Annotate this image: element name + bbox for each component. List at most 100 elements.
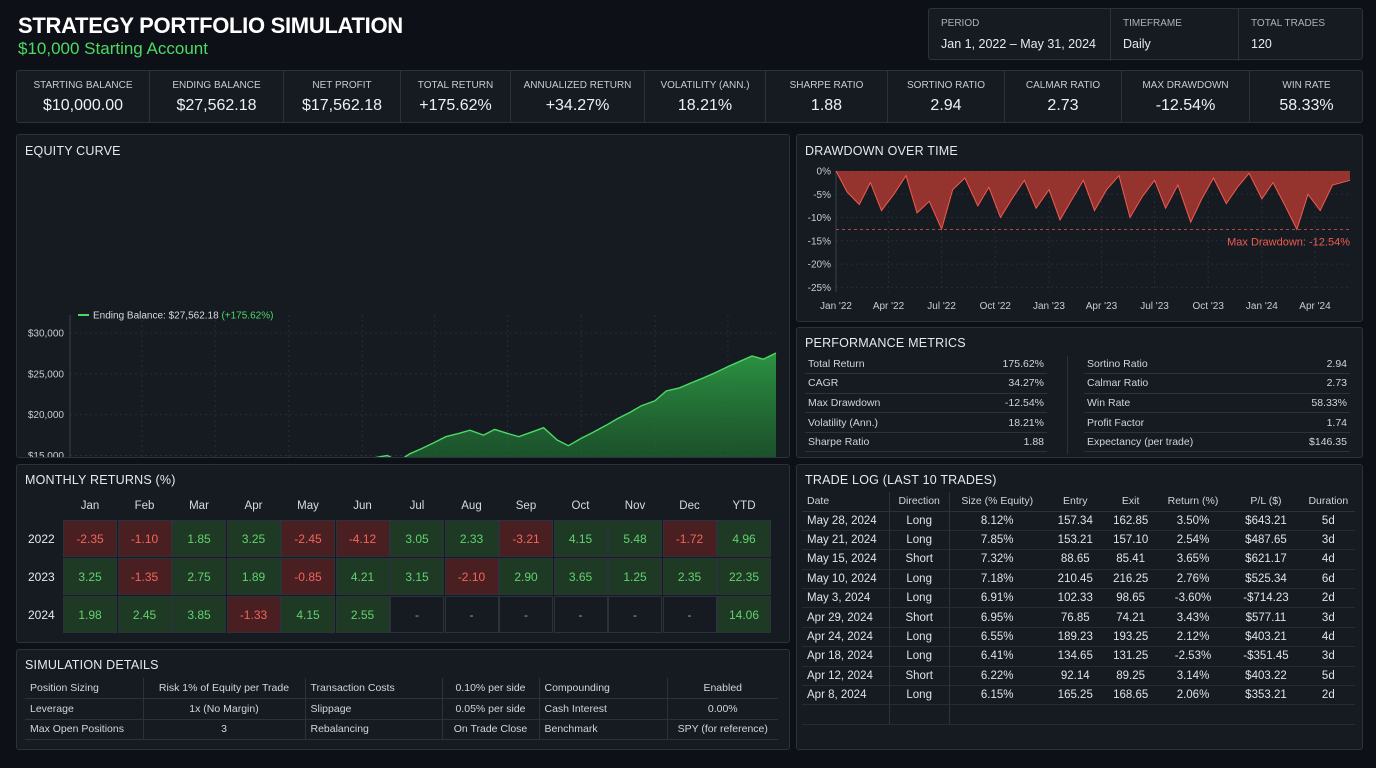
metric-row: Sharpe Ratio 1.88: [805, 432, 1047, 453]
month-header: May: [297, 500, 319, 512]
trade-date: May 28, 2024: [802, 511, 890, 531]
trade-row: Apr 29, 2024 Short 6.95% 76.85 74.21 3.43% $57…: [802, 607, 1355, 628]
year-label: 2024: [28, 608, 55, 622]
metric-label: Max Drawdown: [805, 393, 956, 414]
trade-return: 2.54%: [1155, 530, 1231, 551]
trade-direction: Long: [889, 511, 950, 531]
year-label: 2022: [28, 532, 55, 546]
monthly-return-cell: 3.05: [390, 520, 444, 557]
kpi-card: WIN RATE 58.33%: [1249, 71, 1363, 122]
y-tick-label: $15,000: [28, 451, 65, 457]
column-header: Duration: [1301, 492, 1355, 512]
month-header: Nov: [624, 500, 646, 512]
metric-value: 58.33%: [1275, 393, 1350, 414]
column-header: Return (%): [1155, 492, 1231, 512]
trade-direction: Long: [889, 569, 950, 590]
trade-entry: 134.65: [1044, 646, 1106, 667]
legend-label: Ending Balance: $27,562.18 (+175.62%): [93, 311, 273, 322]
trade-entry: 153.21: [1044, 530, 1106, 551]
setting-value: Enabled: [667, 678, 778, 699]
trade-date: May 21, 2024: [802, 530, 890, 551]
y-tick-label: -10%: [808, 213, 831, 224]
trade-pl: $643.21: [1230, 511, 1302, 531]
legend-pct: (+175.62%): [221, 311, 273, 322]
empty-cell: [1230, 704, 1302, 725]
trade-header-row: Date Direction Size (% Equity) Entry Exit Ret…: [802, 492, 1355, 512]
empty-cell: [1155, 704, 1231, 725]
trade-entry: 189.23: [1044, 627, 1106, 648]
setting-label: Compounding: [539, 678, 668, 699]
column-header: Date: [802, 492, 890, 512]
trade-return: 3.43%: [1155, 607, 1231, 628]
trade-pl: $403.21: [1230, 627, 1302, 648]
kpi-value: $27,562.18: [176, 97, 257, 114]
trade-size: 6.15%: [949, 685, 1045, 706]
kpi-card: STARTING BALANCE $10,000.00: [17, 71, 149, 122]
trade-row: May 10, 2024 Long 7.18% 210.45 216.25 2.76% $5…: [802, 569, 1355, 590]
equity-curve-chart: $30,000$25,000$20,000$15,000$10,000$5,00…: [28, 311, 777, 457]
month-header: Feb: [134, 500, 155, 512]
monthly-return-cell: -3.21: [499, 520, 553, 557]
monthly-return-cell: -2.10: [444, 558, 499, 595]
trade-duration: 4d: [1301, 549, 1355, 570]
monthly-return-cell: 2.90: [499, 558, 553, 595]
y-tick-label: 0%: [817, 167, 832, 178]
trade-duration: 6d: [1301, 569, 1355, 590]
trade-log-table: Date Direction Size (% Equity) Entry Exit Ret…: [802, 492, 1355, 725]
trade-direction: Long: [889, 627, 950, 648]
kpi-value: -12.54%: [1155, 97, 1216, 114]
trade-duration: 2d: [1301, 588, 1355, 609]
kpi-label: VOLATILITY (ANN.): [660, 80, 750, 91]
kpi-label: ANNUALIZED RETURN: [523, 80, 632, 91]
trade-pl: $487.65: [1230, 530, 1302, 551]
month-header: Jun: [353, 500, 372, 512]
trade-exit: 157.10: [1105, 530, 1156, 551]
monthly-return-cell: 3.15: [390, 558, 444, 595]
trade-entry: 165.25: [1044, 685, 1106, 706]
metric-value: 2.94: [1275, 354, 1350, 375]
metric-label: Volatility (Ann.): [805, 412, 956, 433]
trade-exit: 193.25: [1105, 627, 1156, 648]
monthly-return-cell: 2.45: [117, 596, 172, 633]
trade-exit: 74.21: [1105, 607, 1156, 628]
kpi-card: NET PROFIT $17,562.18: [283, 71, 400, 122]
kpi-card: ENDING BALANCE $27,562.18: [149, 71, 283, 122]
y-tick-label: -20%: [808, 260, 831, 271]
metric-value: 18.21%: [955, 412, 1047, 433]
x-tick-label: Oct '23: [1193, 301, 1225, 312]
kpi-value: $10,000.00: [42, 97, 124, 114]
trade-entry: 92.14: [1044, 666, 1106, 687]
y-tick-label: $30,000: [28, 329, 65, 340]
trade-exit: 98.65: [1105, 588, 1156, 609]
monthly-return-cell: 4.21: [335, 558, 390, 595]
trade-exit: 85.41: [1105, 549, 1156, 570]
month-header: Oct: [571, 500, 590, 512]
total-trades-value: 120: [1251, 37, 1272, 51]
equity-line: [374, 352, 777, 457]
metric-row: Win Rate 58.33%: [1084, 393, 1350, 414]
metric-value: 2.73: [1275, 373, 1350, 394]
trade-size: 7.32%: [949, 549, 1045, 570]
monthly-return-cell: -1.10: [117, 520, 172, 557]
trade-entry: 88.65: [1044, 549, 1106, 570]
metric-label: Total Return: [805, 354, 956, 375]
trade-date: Apr 8, 2024: [802, 685, 890, 706]
trade-pl: $621.17: [1230, 549, 1302, 570]
trade-size: 6.22%: [949, 666, 1045, 687]
column-header: P/L ($): [1230, 492, 1302, 512]
trade-date: May 10, 2024: [802, 569, 890, 590]
metrics-divider: [1067, 356, 1068, 454]
trade-duration: 3d: [1301, 530, 1355, 551]
trade-direction: Long: [889, 588, 950, 609]
metric-label: Expectancy (per trade): [1084, 432, 1276, 453]
trade-exit: 216.25: [1105, 569, 1156, 590]
monthly-return-cell: 2.33: [444, 520, 499, 557]
setting-value: 0.05% per side: [442, 698, 540, 720]
drawdown-title: DRAWDOWN OVER TIME: [805, 144, 958, 158]
empty-cell: [1044, 704, 1106, 725]
trade-date: Apr 18, 2024: [802, 646, 890, 667]
monthly-return-cell: 3.25: [63, 558, 117, 595]
setting-value: SPY (for reference): [667, 719, 778, 740]
monthly-return-cell: -: [390, 596, 444, 633]
drawdown-panel: DRAWDOWN OVER TIME 0% -5% -10% -15% -20% -25%…: [796, 134, 1363, 322]
